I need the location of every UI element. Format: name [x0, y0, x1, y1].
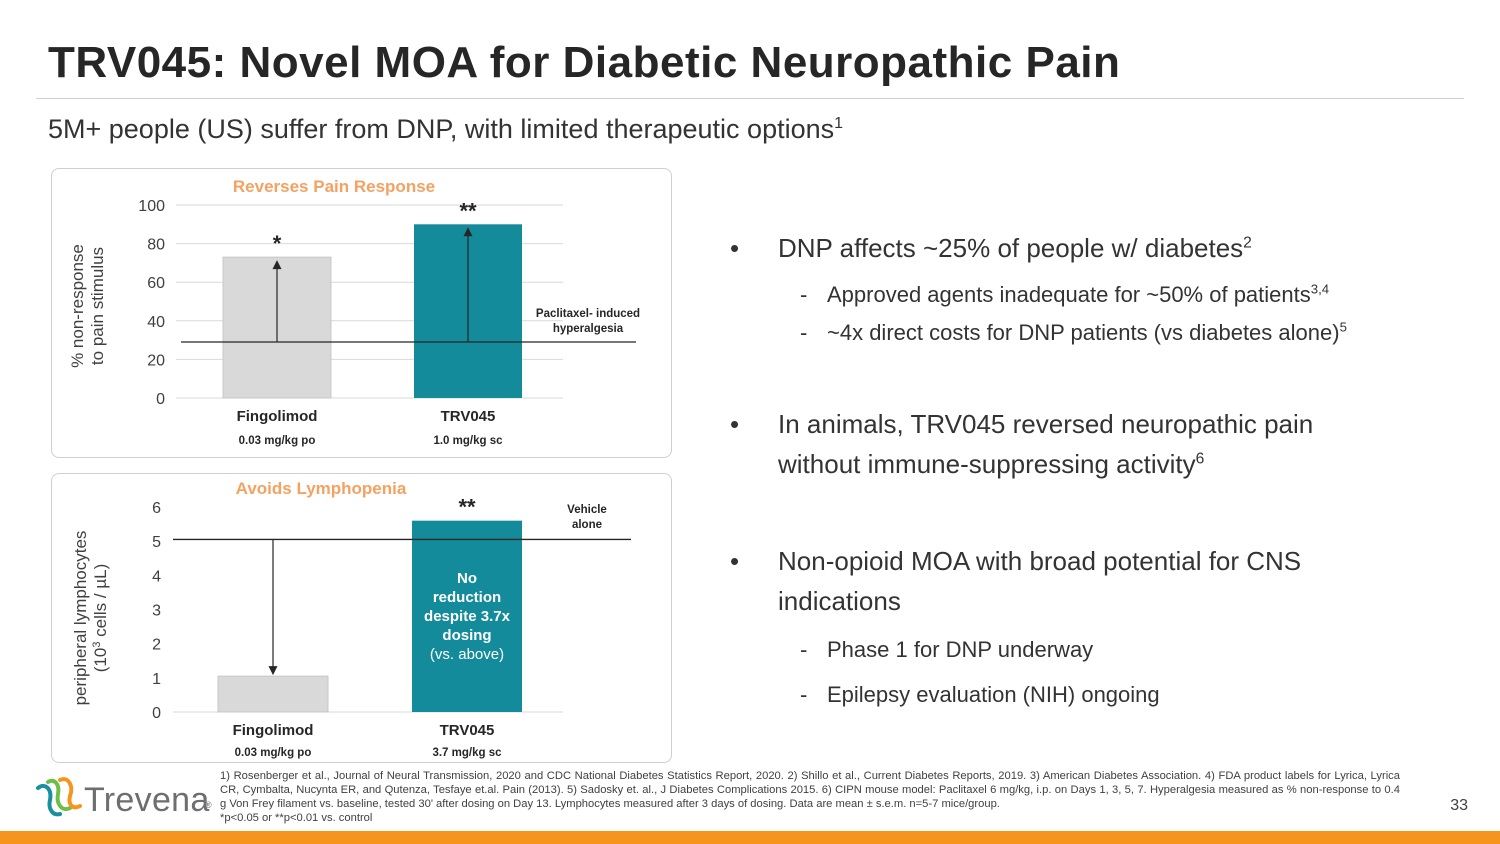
dash-marker: -: [800, 320, 808, 345]
effect-arrow-head: [268, 665, 277, 675]
bar-annotation-line: No: [457, 570, 477, 587]
x-category-label: Fingolimod: [236, 408, 317, 425]
y-tick-label: 60: [147, 275, 165, 292]
baseline-label-line1: Vehicle: [567, 504, 607, 516]
chart-pain-response: Reverses Pain Response 0 20 40 60 80 100 % non-…: [68, 177, 640, 447]
y-axis-label-line2: (103 cells / µL): [91, 563, 110, 672]
y-axis-label-part: (10: [91, 647, 110, 672]
b1-sub2-text: ~4x direct costs for DNP patients (vs di…: [827, 320, 1340, 345]
subtitle-text: 5M+ people (US) suffer from DNP, with li…: [48, 114, 835, 144]
bullet-text: DNP affects ~25% of people w/ diabetes2: [778, 228, 1418, 268]
y-axis-label: % non-response to pain stimulus: [68, 244, 107, 368]
footnote-significance: *p<0.05 or **p<0.01 vs. control: [220, 812, 373, 824]
b2-line2: without immune-suppressing activity: [778, 449, 1196, 479]
y-axis-label-line2: to pain stimulus: [88, 246, 107, 364]
b2-ref: 6: [1195, 450, 1205, 468]
significance-marker: *: [272, 231, 281, 256]
b1-sub2-ref: 5: [1339, 319, 1347, 335]
baseline-label-line2: alone: [571, 519, 601, 531]
bullet-marker: •: [730, 233, 740, 263]
baseline-label-line2: hyperalgesia: [552, 323, 623, 335]
bar-annotation-line: (vs. above): [429, 646, 503, 663]
x-category-label: TRV045: [439, 722, 494, 739]
b1-ref: 2: [1243, 234, 1252, 252]
y-tick-label: 100: [138, 198, 165, 215]
chart-pain-response-panel: Reverses Pain Response 0 20 40 60 80 100 % non-…: [51, 168, 672, 458]
bar-annotation-line: dosing: [442, 627, 491, 644]
sub-text: ~4x direct costs for DNP patients (vs di…: [827, 318, 1347, 348]
slide-title: TRV045: Novel MOA for Diabetic Neuropath…: [48, 38, 1121, 87]
b1-sub1-text: Approved agents inadequate for ~50% of p…: [827, 282, 1311, 307]
subtitle-ref: 1: [834, 115, 844, 132]
y-axis-label: peripheral lymphocytes (103 cells / µL): [71, 530, 110, 705]
y-tick-label: 0: [152, 705, 161, 722]
effect-arrow-head: [272, 259, 281, 269]
bullet-marker: •: [730, 546, 740, 576]
y-axis-label-superscript: 3: [91, 641, 103, 647]
b3-sub2-text: Epilepsy evaluation (NIH) ongoing: [827, 682, 1160, 707]
b3-line1: Non-opioid MOA with broad potential for …: [778, 546, 1302, 576]
bar-trv045: [411, 520, 522, 712]
y-tick-label: 6: [152, 500, 161, 517]
title-divider: [36, 98, 1464, 99]
dash-marker: -: [800, 282, 808, 307]
footnote-references: 1) Rosenberger et al., Journal of Neural…: [220, 770, 1400, 810]
trevena-logo-icon: [36, 777, 82, 817]
b2-line1: In animals, TRV045 reversed neuropathic …: [778, 409, 1314, 439]
y-tick-label: 20: [147, 352, 165, 369]
sub-text: Approved agents inadequate for ~50% of p…: [827, 280, 1329, 310]
significance-marker: **: [458, 494, 476, 519]
bar-fingolimod: [217, 675, 328, 712]
y-axis-label-line1: peripheral lymphocytes: [71, 530, 90, 705]
bullet-text: Non-opioid MOA with broad potential for …: [778, 541, 1418, 621]
logo-wordmark: Trevena: [84, 781, 210, 819]
b1-sub1-ref: 3,4: [1310, 281, 1330, 297]
bullet-text: In animals, TRV045 reversed neuropathic …: [778, 404, 1418, 484]
x-category-label: Fingolimod: [232, 722, 313, 739]
x-dose-label: 3.7 mg/kg sc: [432, 747, 502, 759]
y-axis-label-part: cells / µL): [91, 563, 110, 641]
y-tick-label: 3: [152, 602, 161, 619]
bottom-accent-bar: [0, 831, 1500, 844]
x-dose-label: 0.03 mg/kg po: [238, 435, 315, 447]
b3-line2: indications: [778, 586, 901, 616]
x-dose-label: 1.0 mg/kg sc: [433, 435, 503, 447]
y-tick-label: 40: [147, 313, 165, 330]
chart-lymphopenia-panel: Avoids Lymphopenia 0 1 2 3 4 5 6 peripheral lymp…: [51, 473, 672, 763]
y-tick-label: 0: [156, 391, 165, 408]
bar-annotation-line: despite 3.7x: [424, 608, 511, 625]
y-tick-label: 4: [152, 568, 161, 585]
logo-registered-mark: ®: [205, 800, 212, 810]
footnotes: 1) Rosenberger et al., Journal of Neural…: [220, 769, 1400, 825]
x-category-label: TRV045: [440, 408, 495, 425]
dash-marker: -: [800, 637, 808, 662]
page-number: 33: [1450, 797, 1468, 814]
y-tick-label: 2: [152, 636, 161, 653]
b3-sub1-text: Phase 1 for DNP underway: [827, 637, 1094, 662]
baseline-label-line1: Paclitaxel- induced: [535, 308, 639, 320]
y-axis-label-line1: % non-response: [68, 244, 87, 368]
y-tick-label: 1: [152, 670, 161, 687]
effect-arrow-head: [463, 226, 472, 236]
chart-lymphopenia: Avoids Lymphopenia 0 1 2 3 4 5 6 peripheral lymp…: [71, 479, 631, 759]
bullet-marker: •: [730, 409, 740, 439]
bar-annotation-line: reduction: [432, 589, 500, 606]
chart-title: Avoids Lymphopenia: [235, 479, 406, 498]
chart-title: Reverses Pain Response: [232, 177, 434, 196]
y-tick-label: 80: [147, 236, 165, 253]
slide-subtitle: 5M+ people (US) suffer from DNP, with li…: [48, 114, 843, 145]
b1-text: DNP affects ~25% of people w/ diabetes: [778, 233, 1244, 263]
y-tick-label: 5: [152, 534, 161, 551]
dash-marker: -: [800, 682, 808, 707]
significance-marker: **: [459, 198, 477, 223]
x-dose-label: 0.03 mg/kg po: [234, 747, 311, 759]
